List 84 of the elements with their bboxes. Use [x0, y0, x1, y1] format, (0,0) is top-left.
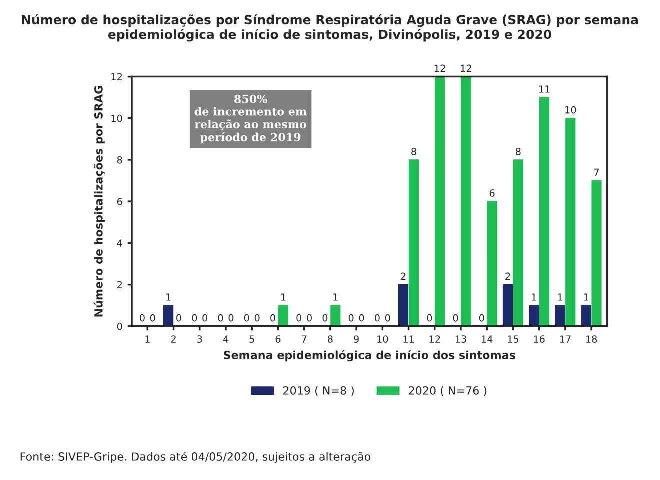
data-label: 0	[192, 314, 198, 322]
data-label: 2	[401, 272, 406, 280]
data-label: 0	[427, 314, 432, 322]
y-axis-title: Número de hospitalizações por SRAG	[94, 86, 106, 317]
data-label: 6	[490, 190, 495, 197]
y-tick-label: 8	[117, 156, 122, 164]
x-tick-label: 3	[198, 336, 202, 343]
data-label: 0	[296, 314, 302, 322]
x-tick-label: 18	[586, 336, 598, 343]
bar	[566, 118, 576, 326]
bar	[408, 160, 420, 326]
bar	[529, 305, 540, 326]
data-label: 0	[140, 314, 145, 322]
data-label: 0	[218, 314, 224, 322]
x-tick-label: 13	[456, 336, 466, 343]
data-label: 8	[516, 148, 521, 156]
bar	[513, 160, 524, 326]
x-tick-label: 9	[354, 336, 359, 343]
x-tick-label: 6	[276, 336, 281, 343]
x-tick-label: 15	[508, 336, 519, 343]
data-label: 0	[254, 314, 260, 322]
data-label: 0	[307, 314, 312, 322]
data-label: 0	[374, 314, 380, 322]
bar	[539, 97, 550, 326]
data-label: 0	[228, 314, 234, 322]
bar	[278, 305, 288, 326]
data-label: 1	[584, 294, 589, 301]
x-tick-label: 5	[250, 336, 254, 343]
bar	[555, 305, 566, 326]
data-label: 7	[594, 168, 600, 176]
x-tick-label: 7	[302, 336, 307, 343]
x-axis-title: Semana epidemiológica de início dos sintomas	[224, 350, 516, 362]
y-tick-label: 4	[117, 240, 122, 247]
data-label: 12	[461, 64, 472, 72]
data-label: 0	[453, 314, 458, 322]
x-tick-label: 10	[378, 336, 388, 343]
data-label: 0	[244, 314, 250, 322]
y-tick-label: 12	[112, 73, 122, 80]
y-tick-label: 6	[117, 198, 122, 206]
source-note: Fonte: SIVEP-Gripe. Dados até 04/05/2020, sujeitos a alteração	[20, 452, 371, 464]
bar	[461, 76, 472, 326]
data-label: 0	[202, 314, 208, 322]
x-tick-label: 8	[328, 336, 333, 343]
y-tick-label: 2	[118, 281, 122, 288]
data-label: 0	[322, 314, 328, 322]
data-label: 0	[479, 314, 484, 322]
data-label: 0	[359, 314, 364, 322]
bar	[581, 305, 592, 326]
x-tick-label: 2	[171, 336, 176, 343]
data-label: 12	[434, 64, 446, 72]
data-label: 1	[532, 294, 536, 301]
y-tick-label: 10	[112, 114, 122, 122]
data-label: 10	[566, 106, 576, 114]
bar	[592, 180, 602, 326]
data-label: 2	[506, 272, 510, 280]
data-label: 11	[539, 86, 550, 93]
y-tick-label: 0	[117, 322, 122, 330]
data-label: 0	[385, 314, 390, 322]
data-label: 1	[166, 294, 171, 301]
x-tick-label: 1	[146, 336, 150, 343]
bar	[487, 201, 498, 326]
data-label: 1	[334, 294, 338, 301]
legend-label: 2020 ( N=76 )	[409, 386, 487, 396]
data-label: 8	[412, 148, 416, 156]
annotation: 850% de incremento em relação ao mesmo período de 2019	[194, 94, 307, 144]
x-tick-label: 4	[223, 336, 229, 343]
data-label: 0	[150, 314, 156, 322]
data-label: 0	[270, 314, 276, 322]
bar	[502, 284, 514, 326]
chart-title: Número de hospitalizações por Síndrome Respiratória Aguda Grave (SRAG) por semana epidemiológica de início de sintomas, Divinópolis, 2019 e 2020	[22, 14, 638, 42]
legend-label: 2019 ( N=8 )	[284, 386, 354, 396]
data-label: 1	[281, 294, 286, 301]
data-label: 1	[558, 294, 562, 301]
x-tick-label: 17	[560, 336, 571, 343]
data-label: 0	[176, 314, 182, 322]
x-tick-label: 11	[404, 336, 414, 343]
x-tick-label: 16	[534, 336, 545, 343]
bar	[330, 305, 341, 326]
bar	[164, 305, 174, 326]
x-tick-label: 14	[482, 336, 493, 343]
x-tick-label: 12	[430, 336, 440, 343]
data-label: 0	[348, 314, 354, 322]
bar	[435, 76, 446, 326]
bar	[398, 284, 409, 326]
